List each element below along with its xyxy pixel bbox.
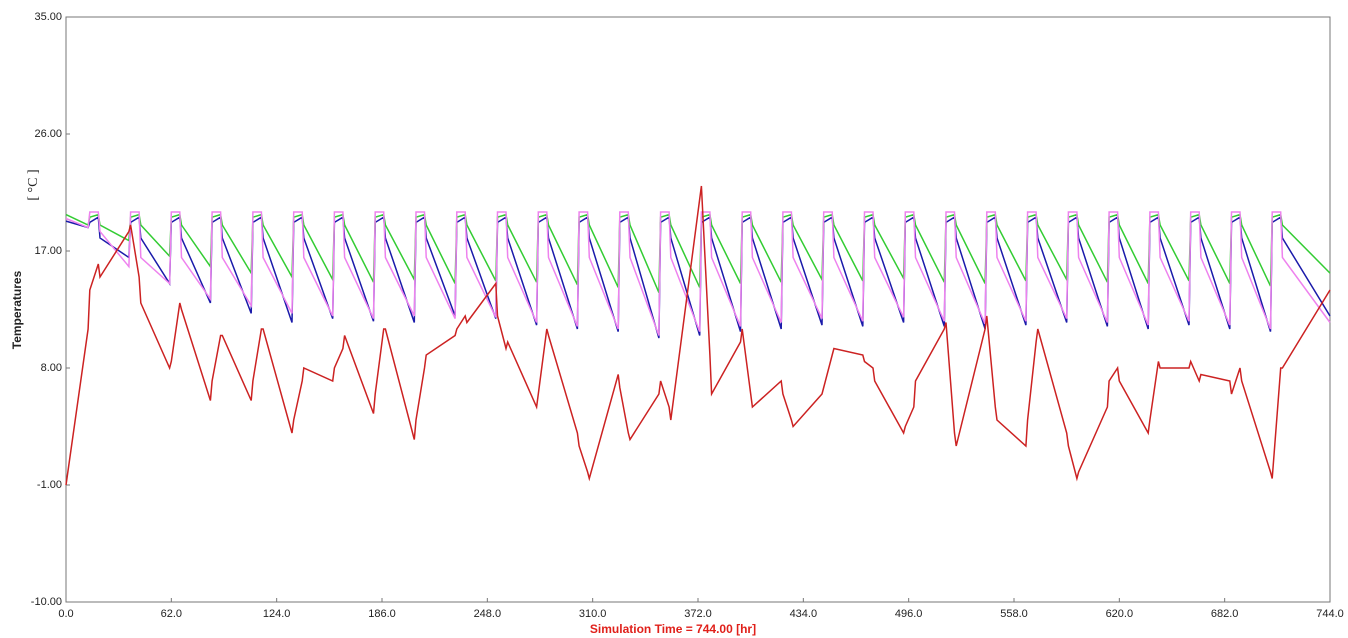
y-axis-label: Temperatures bbox=[10, 270, 24, 349]
series-line bbox=[65, 213, 1331, 293]
y-tick-label: 26.00 bbox=[34, 128, 62, 140]
x-tick-label: 434.0 bbox=[790, 608, 818, 620]
x-tick-label: 124.0 bbox=[263, 608, 291, 620]
y-tick-label: -10.00 bbox=[31, 596, 62, 608]
y-tick-label: 35.00 bbox=[34, 11, 62, 23]
x-tick-label: 248.0 bbox=[474, 608, 502, 620]
x-axis-label: Simulation Time = 744.00 [hr] bbox=[590, 622, 756, 636]
x-tick-label: 62.0 bbox=[161, 608, 182, 620]
x-tick-label: 310.0 bbox=[579, 608, 607, 620]
y-tick-label: -1.00 bbox=[37, 479, 62, 491]
x-tick-label: 558.0 bbox=[1000, 608, 1028, 620]
series-line bbox=[65, 185, 1331, 486]
plot-frame bbox=[65, 16, 1331, 603]
x-tick-label: 620.0 bbox=[1106, 608, 1134, 620]
x-tick-label: 682.0 bbox=[1211, 608, 1239, 620]
y-tick-label: 17.00 bbox=[34, 245, 62, 257]
x-tick-label: 186.0 bbox=[368, 608, 396, 620]
x-tick-label: 0.0 bbox=[58, 608, 73, 620]
x-tick-label: 496.0 bbox=[895, 608, 923, 620]
y-tick-label: 8.00 bbox=[41, 362, 62, 374]
series-line bbox=[65, 211, 1331, 336]
y-unit: [ °C ] bbox=[26, 169, 41, 200]
x-tick-label: 744.0 bbox=[1316, 608, 1344, 620]
x-tick-label: 372.0 bbox=[684, 608, 712, 620]
